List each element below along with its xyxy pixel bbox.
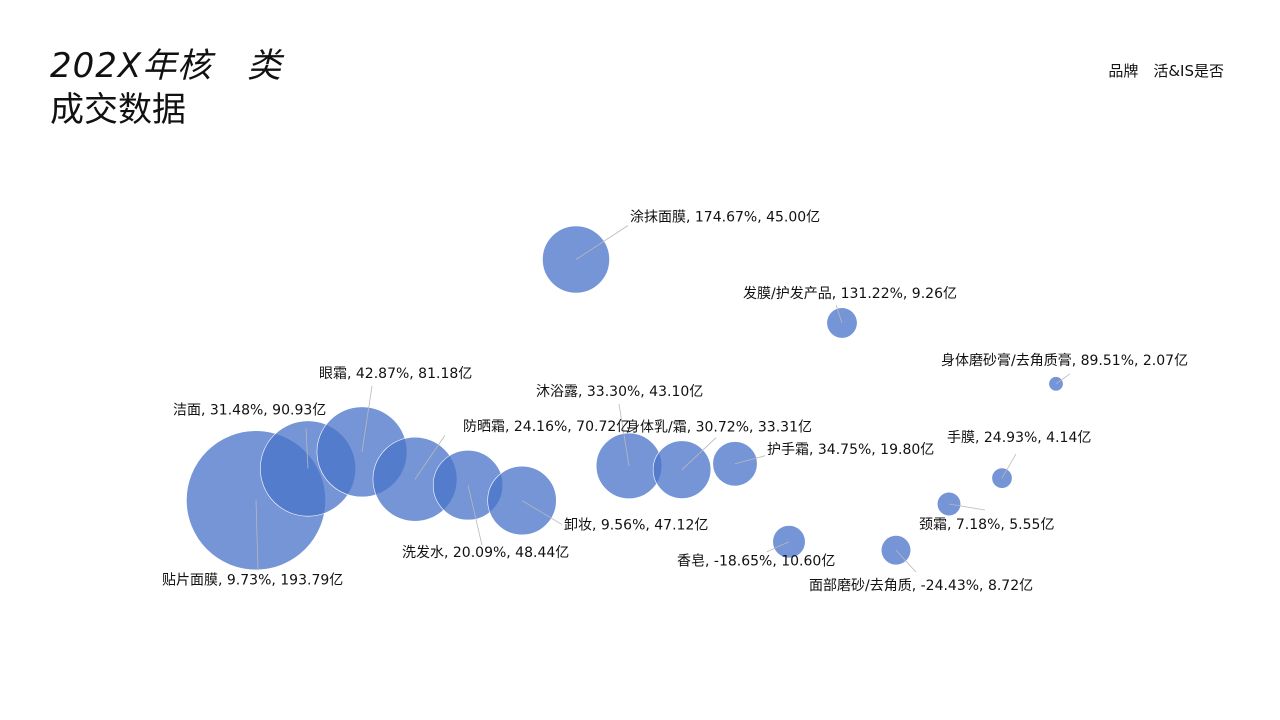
- page-title: 202X年核 类 成交数据: [50, 44, 282, 132]
- data-label-7: 涂抹面膜, 174.67%, 45.00亿: [630, 209, 820, 225]
- leader-line-2: [305, 428, 309, 469]
- leader-line-4: [414, 435, 446, 480]
- data-label-2: 洁面, 31.48%, 90.93亿: [173, 403, 326, 419]
- data-label-11: 香皂, -18.65%, 10.60亿: [677, 554, 835, 570]
- corner-note: 品牌 活&IS是否: [1108, 62, 1224, 80]
- data-label-9: 身体乳/霜, 30.72%, 33.31亿: [626, 420, 812, 436]
- data-label-14: 颈霜, 7.18%, 5.55亿: [919, 517, 1054, 533]
- leader-line-3: [361, 385, 373, 452]
- leader-line-5: [467, 485, 483, 546]
- data-label-4: 防晒霜, 24.16%, 70.72亿: [463, 419, 630, 435]
- data-label-1: 贴片面膜, 9.73%, 193.79亿: [162, 572, 343, 588]
- leader-lines-layer: [255, 225, 1071, 573]
- data-label-8: 沐浴露, 33.30%, 43.10亿: [536, 384, 703, 400]
- data-label-13: 面部磨砂/去角质, -24.43%, 8.72亿: [809, 578, 1033, 594]
- leader-line-13: [895, 549, 917, 573]
- data-label-3: 眼霜, 42.87%, 81.18亿: [319, 366, 472, 382]
- leader-line-9: [681, 437, 717, 470]
- leader-line-12: [835, 304, 843, 324]
- leader-line-14: [948, 503, 986, 511]
- leader-line-15: [1001, 453, 1017, 479]
- data-label-5: 洗发水, 20.09%, 48.44亿: [402, 545, 569, 561]
- data-label-16: 身体磨砂膏/去角质膏, 89.51%, 2.07亿: [941, 352, 1188, 369]
- leader-line-11: [766, 541, 790, 553]
- leader-line-10: [734, 455, 766, 465]
- title-line-2: 成交数据: [50, 90, 186, 130]
- title-line-1: 202X年核 类: [50, 46, 283, 86]
- data-label-15: 手膜, 24.93%, 4.14亿: [947, 430, 1091, 446]
- data-label-10: 护手霜, 34.75%, 19.80亿: [767, 442, 934, 458]
- leader-line-16: [1055, 373, 1071, 385]
- data-label-12: 发膜/护发产品, 131.22%, 9.26亿: [743, 286, 957, 302]
- leader-line-7: [575, 225, 629, 260]
- leader-line-1: [255, 500, 259, 571]
- data-label-6: 卸妆, 9.56%, 47.12亿: [564, 518, 708, 534]
- leader-line-6: [521, 500, 563, 525]
- leader-line-8: [618, 403, 630, 466]
